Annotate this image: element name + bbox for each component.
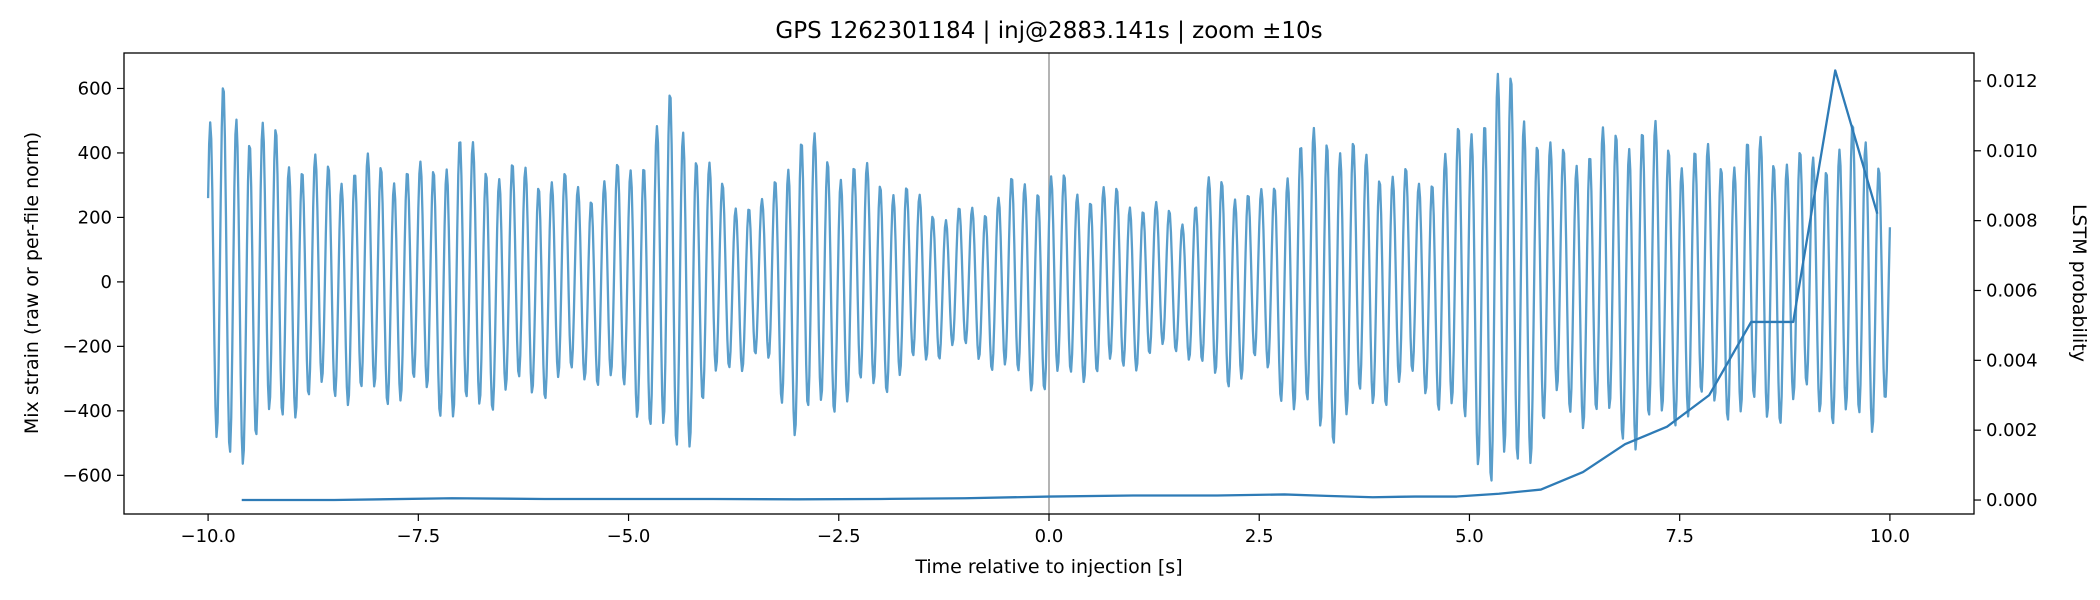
x-tick-label: 5.0 (1455, 526, 1484, 547)
x-tick-label: 7.5 (1665, 526, 1694, 547)
x-tick-label: 2.5 (1245, 526, 1274, 547)
y2-tick-label: 0.004 (1986, 350, 2038, 371)
probability-series (241, 69, 1879, 502)
y-tick-label: 200 (78, 207, 112, 228)
x-tick-label: −10.0 (181, 526, 236, 547)
x-tick-label: −5.0 (607, 526, 651, 547)
y2-axis-label: LSTM probability (2068, 204, 2090, 362)
y-tick-label: −400 (63, 401, 112, 422)
y2-tick-label: 0.008 (1986, 211, 2038, 232)
x-tick-label: −7.5 (396, 526, 440, 547)
y-axis-right: 0.000 0.002 0.004 0.006 0.008 0.010 0.012 (1974, 71, 2038, 511)
y2-tick-label: 0.002 (1986, 420, 2038, 441)
x-axis-label: Time relative to injection [s] (914, 556, 1182, 578)
y-tick-label: 600 (78, 78, 112, 99)
y-tick-label: 400 (78, 143, 112, 164)
y2-tick-label: 0.000 (1986, 490, 2038, 511)
chart-title: GPS 1262301184 | inj@2883.141s | zoom ±1… (775, 18, 1322, 44)
y-axis-label: Mix strain (raw or per-file norm) (21, 132, 43, 434)
x-tick-label: 10.0 (1870, 526, 1910, 547)
probability-line (241, 69, 1879, 502)
y-axis-left: −600 −400 −200 0 200 400 600 (63, 78, 124, 486)
y2-tick-label: 0.010 (1986, 141, 2038, 162)
y2-tick-label: 0.012 (1986, 71, 2038, 92)
y-tick-label: 0 (101, 272, 112, 293)
y2-tick-label: 0.006 (1986, 280, 2038, 301)
x-tick-label: −2.5 (817, 526, 861, 547)
x-tick-label: 0.0 (1035, 526, 1064, 547)
y-tick-label: −600 (63, 465, 112, 486)
strain-line (206, 72, 1892, 482)
y-tick-label: −200 (63, 336, 112, 357)
x-axis: −10.0 −7.5 −5.0 −2.5 0.0 2.5 5.0 7.5 10.0 (181, 514, 1910, 547)
strain-series (206, 72, 1892, 482)
